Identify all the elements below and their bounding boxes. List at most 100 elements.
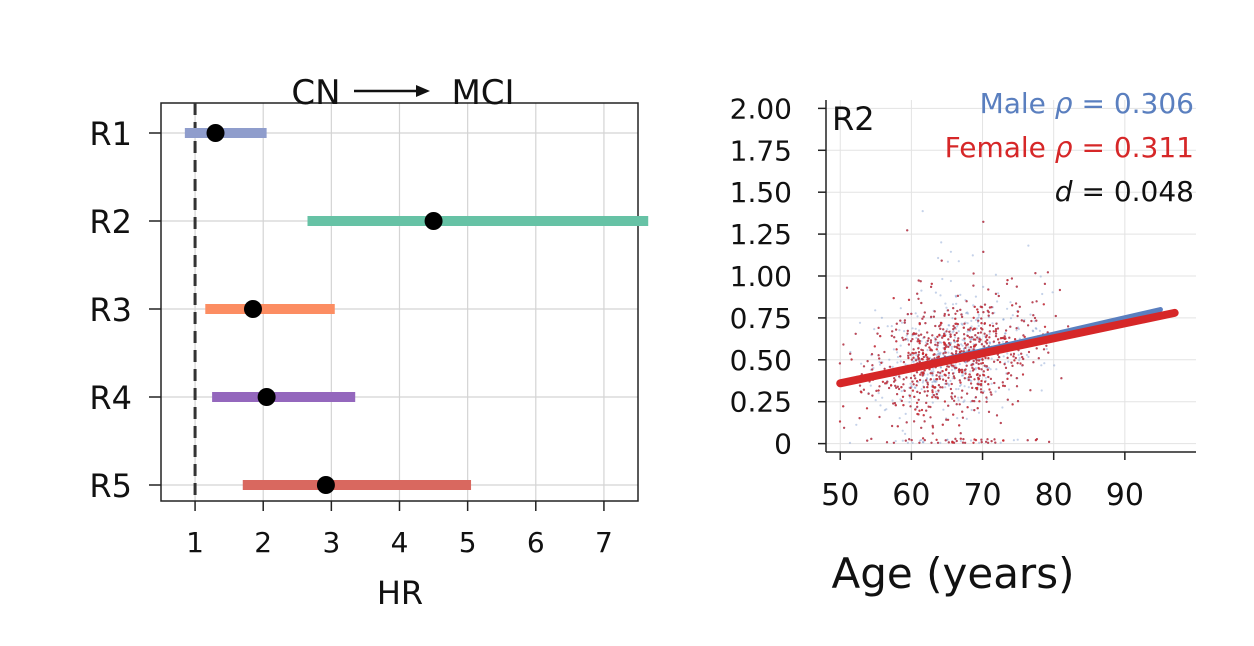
scatter-point: [918, 357, 920, 359]
scatter-point: [1041, 389, 1043, 391]
scatter-point: [961, 411, 963, 413]
scatter-point: [959, 382, 961, 384]
scatter-point: [1017, 315, 1019, 317]
scatter-point: [963, 333, 965, 335]
scatter-point: [978, 341, 980, 343]
scatter-point: [909, 383, 911, 385]
scatter-point: [920, 302, 922, 304]
scatter-point: [922, 380, 924, 382]
scatter-point: [1027, 324, 1029, 326]
scatter-point: [906, 421, 908, 423]
scatter-point: [979, 375, 981, 377]
scatter-point: [971, 387, 973, 389]
scatter-point: [1052, 291, 1054, 293]
row-label-r2: R2: [89, 203, 132, 241]
scatter-point: [993, 341, 995, 343]
scatter-point: [937, 397, 939, 399]
scatter-point: [962, 339, 964, 341]
scatter-point: [901, 400, 903, 402]
scatter-point: [964, 385, 966, 387]
scatter-point: [871, 368, 873, 370]
scatter-point: [988, 388, 990, 390]
scatter-point: [910, 377, 912, 379]
scatter-point: [976, 336, 978, 338]
scatter-point: [969, 341, 971, 343]
scatter-point: [935, 354, 937, 356]
scatter-point: [964, 347, 966, 349]
scatter-point: [915, 312, 917, 314]
scatter-point: [940, 366, 942, 368]
scatter-point: [866, 407, 868, 409]
scatter-point: [976, 327, 978, 329]
scatter-point: [951, 369, 953, 371]
scatter-point: [981, 343, 983, 345]
scatter-point: [963, 399, 965, 401]
scatter-point: [876, 333, 878, 335]
scatter-point: [948, 383, 950, 385]
scatter-point: [867, 360, 869, 362]
scatter-point: [951, 441, 953, 443]
scatter-point: [911, 359, 913, 361]
forest-x-tick-label-5: 5: [459, 526, 477, 559]
scatter-point: [919, 323, 921, 325]
scatter-point: [953, 339, 955, 341]
scatter-point: [914, 377, 916, 379]
scatter-point: [1004, 337, 1006, 339]
scatter-point: [948, 331, 950, 333]
scatter-point: [1048, 441, 1050, 443]
scatter-point: [937, 257, 939, 259]
scatter-point: [990, 378, 992, 380]
scatter-point: [1019, 357, 1021, 359]
scatter-point: [981, 368, 983, 370]
scatter-point: [903, 378, 905, 380]
scatter-point: [921, 318, 923, 320]
scatter-point: [990, 394, 992, 396]
scatter-point: [907, 442, 909, 444]
scatter-point: [985, 377, 987, 379]
scatter-point: [967, 346, 969, 348]
scatter-point: [926, 359, 928, 361]
scatter-point: [978, 316, 980, 318]
scatter-point: [1039, 330, 1041, 332]
scatter-point: [903, 330, 905, 332]
scatter-point: [874, 345, 876, 347]
scatter-point: [987, 288, 989, 290]
scatter-point: [1008, 337, 1010, 339]
scatter-point: [946, 328, 948, 330]
scatter-point: [947, 377, 949, 379]
scatter-point: [950, 333, 952, 335]
scatter-point: [875, 399, 877, 401]
scatter-point: [995, 391, 997, 393]
scatter-point: [1007, 399, 1009, 401]
scatter-point: [947, 405, 949, 407]
scatter-point: [961, 371, 963, 373]
scatter-point: [1053, 364, 1055, 366]
scatter-point: [984, 365, 986, 367]
scatter-point: [1021, 319, 1023, 321]
scatter-point: [974, 339, 976, 341]
scatter-point: [1010, 353, 1012, 355]
forest-x-tick-label-4: 4: [391, 526, 409, 559]
scatter-point: [993, 330, 995, 332]
scatter-point: [878, 354, 880, 356]
scatter-point: [993, 382, 995, 384]
scatter-point: [978, 400, 980, 402]
scatter-point: [902, 440, 904, 442]
scatter-point: [997, 292, 999, 294]
scatter-point: [1004, 333, 1006, 335]
scatter-point: [943, 333, 945, 335]
scatter-point: [908, 401, 910, 403]
scatter-point: [989, 333, 991, 335]
scatter-point: [891, 330, 893, 332]
scatter-point: [896, 348, 898, 350]
scatter-point: [914, 387, 916, 389]
scatter-point: [1043, 362, 1045, 364]
scatter-point: [938, 352, 940, 354]
forest-x-tick-label-1: 1: [186, 526, 204, 559]
scatter-point: [905, 376, 907, 378]
scatter-point: [1000, 422, 1002, 424]
scatter-point: [916, 402, 918, 404]
scatter-point: [952, 372, 954, 374]
scatter-point: [947, 338, 949, 340]
